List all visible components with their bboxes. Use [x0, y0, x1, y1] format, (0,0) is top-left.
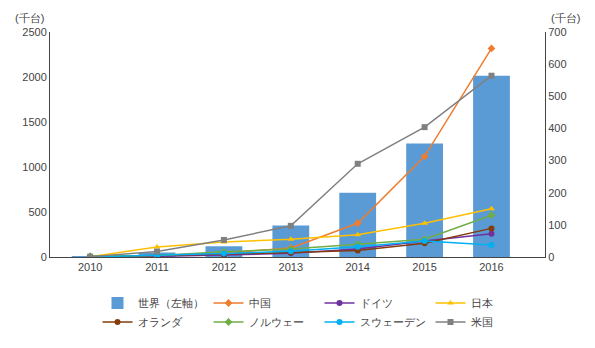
- svg-text:(千台): (千台): [15, 12, 44, 24]
- svg-text:700: 700: [548, 26, 566, 38]
- svg-text:ノルウェー: ノルウェー: [249, 316, 304, 328]
- svg-text:200: 200: [548, 187, 566, 199]
- svg-text:オランダ: オランダ: [138, 316, 183, 328]
- svg-text:中国: 中国: [249, 297, 271, 309]
- svg-text:1500: 1500: [22, 116, 46, 128]
- svg-text:2500: 2500: [22, 26, 46, 38]
- svg-text:2013: 2013: [279, 261, 303, 273]
- svg-text:500: 500: [548, 90, 566, 102]
- svg-text:0: 0: [548, 251, 554, 263]
- svg-text:スウェーデン: スウェーデン: [360, 316, 426, 328]
- svg-text:2015: 2015: [412, 261, 436, 273]
- svg-text:300: 300: [548, 154, 566, 166]
- svg-text:2011: 2011: [145, 261, 169, 273]
- svg-text:2014: 2014: [345, 261, 369, 273]
- svg-text:0: 0: [41, 251, 47, 263]
- svg-text:米国: 米国: [471, 316, 493, 328]
- svg-text:2016: 2016: [479, 261, 503, 273]
- svg-text:2012: 2012: [212, 261, 236, 273]
- svg-text:2000: 2000: [22, 71, 46, 83]
- svg-text:400: 400: [548, 122, 566, 134]
- svg-text:600: 600: [548, 58, 566, 70]
- svg-text:ドイツ: ドイツ: [360, 297, 393, 309]
- svg-text:(千台): (千台): [551, 12, 580, 24]
- svg-text:世界（左軸）: 世界（左軸）: [138, 297, 204, 309]
- svg-text:1000: 1000: [22, 161, 46, 173]
- svg-text:100: 100: [548, 219, 566, 231]
- svg-text:2010: 2010: [78, 261, 102, 273]
- svg-text:日本: 日本: [471, 297, 493, 309]
- svg-text:500: 500: [28, 206, 46, 218]
